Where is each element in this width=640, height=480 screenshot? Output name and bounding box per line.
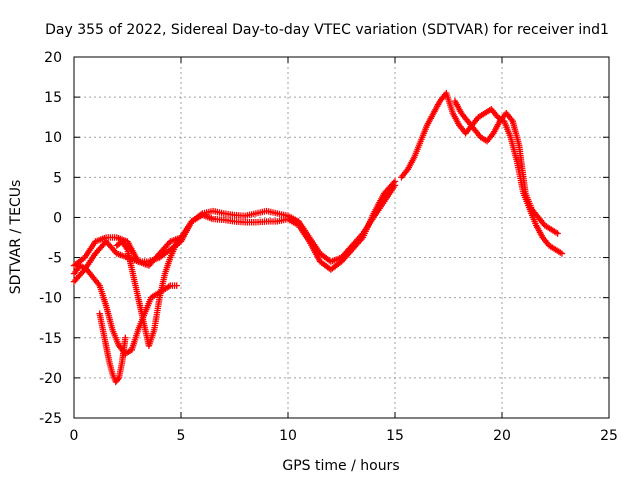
x-tick-label: 15 bbox=[386, 428, 404, 444]
series-track-2 bbox=[70, 178, 399, 273]
data-point bbox=[391, 178, 399, 185]
data-points bbox=[70, 89, 566, 386]
x-tick-label: 20 bbox=[493, 428, 511, 444]
series-track-3 bbox=[70, 262, 180, 358]
data-point bbox=[122, 334, 129, 341]
x-tick-label: 5 bbox=[177, 428, 186, 444]
y-tick-label: 15 bbox=[44, 90, 62, 106]
chart-title: Day 355 of 2022, Sidereal Day-to-day VTE… bbox=[45, 22, 609, 38]
series-track-4 bbox=[96, 310, 129, 386]
series-track-6 bbox=[398, 89, 566, 257]
y-tick-label: 10 bbox=[44, 130, 62, 146]
series-track-5 bbox=[113, 234, 185, 349]
x-tick-label: 25 bbox=[600, 428, 618, 444]
y-axis-label: SDTVAR / TECUs bbox=[8, 180, 24, 295]
y-tick-label: 5 bbox=[53, 170, 62, 186]
gridlines bbox=[74, 57, 609, 418]
series-track-7 bbox=[451, 97, 561, 237]
plot-border bbox=[73, 56, 610, 419]
data-point bbox=[554, 230, 561, 237]
x-tick-label: 10 bbox=[279, 428, 297, 444]
axis-ticks: 0 5 10 15 20 25 -25 -20 -15 -10 -5 0 5 10 15 20 bbox=[39, 50, 618, 444]
data-point bbox=[177, 234, 185, 241]
data-point bbox=[173, 282, 180, 289]
y-tick-label: -20 bbox=[39, 371, 62, 387]
y-tick-label: -15 bbox=[39, 331, 62, 347]
data-point bbox=[558, 250, 566, 257]
y-tick-label: -10 bbox=[39, 291, 62, 307]
y-tick-label: -5 bbox=[48, 251, 62, 267]
y-tick-label: 20 bbox=[44, 50, 62, 66]
y-tick-label: -25 bbox=[39, 411, 62, 427]
x-tick-label: 0 bbox=[70, 428, 79, 444]
y-tick-label: 0 bbox=[53, 210, 62, 226]
data-point bbox=[114, 376, 122, 383]
series-track-1 bbox=[70, 182, 399, 285]
x-axis-label: GPS time / hours bbox=[282, 458, 399, 474]
